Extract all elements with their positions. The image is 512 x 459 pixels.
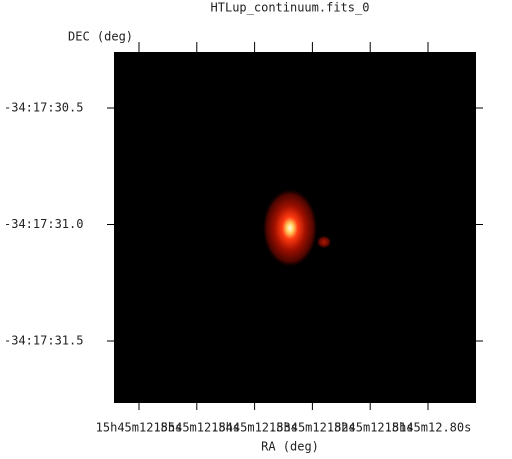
x-tick-label: 15h45m12.84s — [153, 421, 240, 435]
y-axis-label: DEC (deg) — [68, 30, 133, 44]
x-tick-label: 15h45m12.80s — [385, 421, 472, 435]
companion-emission — [316, 235, 332, 249]
x-tick-label: 15h45m12.83s — [211, 421, 298, 435]
y-tick-label: -34:17:30.5 — [4, 101, 83, 115]
source-emission — [262, 188, 318, 268]
x-axis-label: RA (deg) — [261, 440, 319, 454]
x-tick-label: 15h45m12.85s — [96, 421, 183, 435]
title: HTLup_continuum.fits_0 — [211, 1, 370, 15]
x-tick-label: 15h45m12.82s — [269, 421, 356, 435]
x-tick-label: 15h45m12.81s — [327, 421, 414, 435]
y-tick-label: -34:17:31.0 — [4, 217, 83, 231]
y-tick-label: -34:17:31.5 — [4, 334, 83, 348]
